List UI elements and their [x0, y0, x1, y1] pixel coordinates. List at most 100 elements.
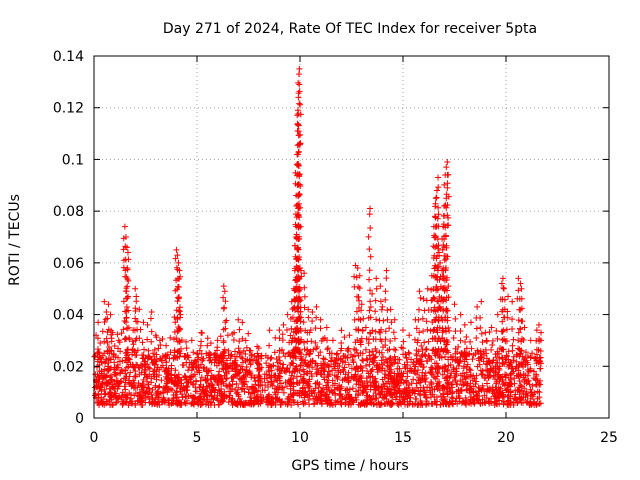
baseline-point	[98, 368, 105, 375]
spike-point	[240, 347, 247, 354]
baseline-point	[249, 351, 256, 358]
baseline-point	[382, 342, 389, 349]
baseline-point	[265, 367, 272, 374]
spike-point	[131, 348, 138, 355]
baseline-point	[445, 381, 452, 388]
spike-point	[312, 339, 319, 346]
spike-point	[479, 339, 486, 346]
baseline-point	[303, 351, 310, 358]
baseline-point	[289, 360, 296, 367]
spike-point	[445, 349, 452, 356]
baseline-point	[181, 354, 188, 361]
data-point	[156, 337, 163, 344]
baseline-point	[233, 390, 240, 397]
data-point	[107, 311, 114, 318]
baseline-point	[496, 366, 503, 373]
baseline-point	[287, 332, 294, 339]
baseline-point	[176, 353, 183, 360]
spike-point	[150, 350, 157, 357]
spike-point	[442, 264, 449, 271]
baseline-point	[107, 402, 114, 409]
spike-point	[296, 214, 303, 221]
baseline-point	[471, 375, 478, 382]
baseline-point	[400, 370, 407, 377]
spike-point	[144, 336, 151, 343]
spike-point	[104, 315, 111, 322]
baseline-point	[431, 374, 438, 381]
spike-point	[310, 346, 317, 353]
data-point	[313, 303, 320, 310]
spike-point	[428, 307, 435, 314]
spike-point	[294, 255, 301, 262]
baseline-point	[493, 387, 500, 394]
baseline-point	[301, 359, 308, 366]
baseline-point	[139, 402, 146, 409]
baseline-point	[200, 393, 207, 400]
baseline-point	[391, 389, 398, 396]
baseline-point	[454, 349, 461, 356]
baseline-point	[116, 393, 123, 400]
baseline-point	[225, 368, 232, 375]
spike-point	[509, 316, 516, 323]
spike-point	[324, 346, 331, 353]
spike-point	[295, 193, 302, 200]
baseline-point	[305, 362, 312, 369]
spike-point	[296, 173, 303, 180]
spike-point	[297, 140, 304, 147]
spike-point	[504, 308, 511, 315]
baseline-point	[245, 330, 252, 337]
baseline-point	[325, 373, 332, 380]
data-point	[214, 337, 221, 344]
baseline-point	[163, 365, 170, 372]
baseline-point	[236, 375, 243, 382]
spike-point	[123, 304, 130, 311]
spike-point	[435, 317, 442, 324]
spike-point	[108, 335, 115, 342]
baseline-point	[492, 398, 499, 405]
baseline-point	[534, 377, 541, 384]
baseline-point	[235, 370, 242, 377]
spike-point	[132, 315, 139, 322]
baseline-point	[145, 364, 152, 371]
baseline-point	[125, 402, 132, 409]
spike-point	[424, 326, 431, 333]
baseline-point	[490, 357, 497, 364]
baseline-point	[115, 383, 122, 390]
baseline-point	[443, 384, 450, 391]
baseline-point	[117, 369, 124, 376]
x-tick-label: 15	[394, 430, 412, 446]
data-point	[301, 270, 308, 277]
baseline-point	[113, 377, 120, 384]
baseline-point	[507, 381, 514, 388]
spike-point	[442, 253, 449, 260]
baseline-point	[208, 387, 215, 394]
baseline-point	[527, 354, 534, 361]
data-point	[416, 288, 423, 295]
baseline-point	[229, 401, 236, 408]
baseline-point	[536, 358, 543, 365]
baseline-point	[426, 384, 433, 391]
baseline-point	[372, 386, 379, 393]
baseline-point	[211, 359, 218, 366]
data-point	[406, 332, 413, 339]
baseline-point	[446, 399, 453, 406]
baseline-point	[363, 355, 370, 362]
data-point	[445, 283, 452, 290]
baseline-point	[198, 329, 205, 336]
baseline-point	[169, 387, 176, 394]
spike-point	[419, 346, 426, 353]
baseline-point	[466, 398, 473, 405]
baseline-point	[391, 353, 398, 360]
baseline-point	[282, 379, 289, 386]
baseline-point	[360, 400, 367, 407]
spike-point	[283, 326, 290, 333]
baseline-point	[363, 375, 370, 382]
spike-point	[355, 326, 362, 333]
spike-point	[296, 81, 303, 88]
data-point	[122, 234, 129, 240]
spike-point	[295, 90, 302, 97]
baseline-point	[457, 378, 464, 385]
spike-point	[294, 112, 301, 119]
baseline-point	[474, 393, 481, 400]
baseline-point	[448, 381, 455, 388]
